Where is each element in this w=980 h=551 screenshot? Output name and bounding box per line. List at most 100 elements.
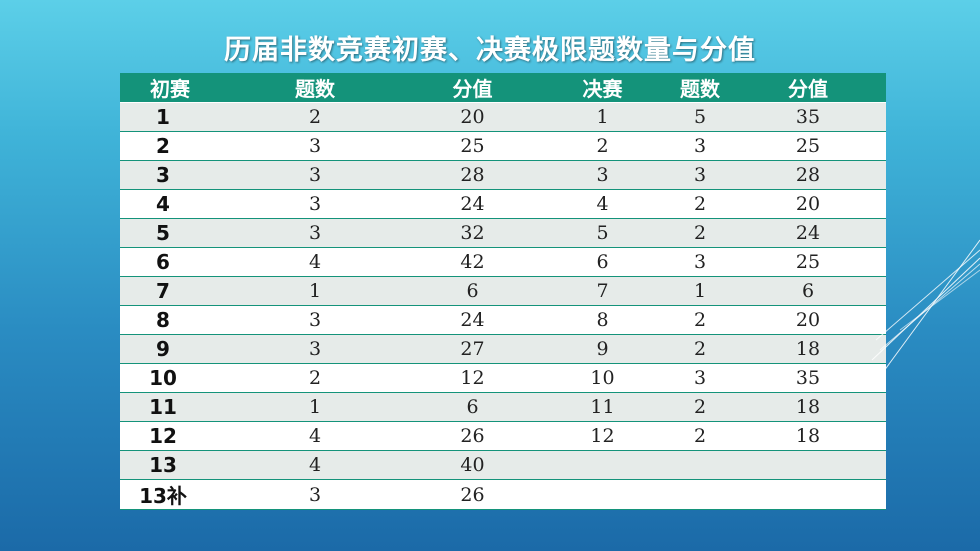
cell-prelim-score: 12 [410, 363, 535, 393]
cell-final-round: 6 [535, 247, 670, 277]
cell-final-score: 28 [730, 160, 886, 190]
cell-prelim-score: 24 [410, 305, 535, 335]
cell-final-score: 6 [730, 276, 886, 306]
cell-prelim-round: 3 [120, 160, 220, 190]
cell-prelim-score: 25 [410, 131, 535, 161]
cell-final-score: 24 [730, 218, 886, 248]
cell-final-count: 2 [670, 392, 730, 422]
cell-final-score: 35 [730, 363, 886, 393]
cell-final-count [670, 450, 730, 480]
cell-prelim-count: 1 [220, 276, 410, 306]
cell-final-round: 11 [535, 392, 670, 422]
cell-prelim-count: 1 [220, 392, 410, 422]
cell-prelim-round: 8 [120, 305, 220, 335]
cell-prelim-round: 10 [120, 363, 220, 393]
col-header-final-score: 分值 [730, 73, 886, 103]
cell-final-round: 4 [535, 189, 670, 219]
results-table: 初赛 题数 分值 决赛 题数 分值 1 2 20 1 5 35 2 3 25 2 3 25 3 3 28 3 3… [120, 73, 886, 510]
cell-prelim-score: 26 [410, 421, 535, 451]
col-header-preliminary: 初赛 [120, 73, 220, 103]
cell-prelim-count: 3 [220, 160, 410, 190]
cell-prelim-score: 6 [410, 392, 535, 422]
cell-prelim-count: 2 [220, 363, 410, 393]
cell-prelim-round: 11 [120, 392, 220, 422]
cell-prelim-count: 3 [220, 479, 410, 510]
cell-final-count: 1 [670, 276, 730, 306]
cell-prelim-score: 24 [410, 189, 535, 219]
cell-final-count: 3 [670, 160, 730, 190]
cell-final-score [730, 450, 886, 480]
cell-final-round: 2 [535, 131, 670, 161]
cell-prelim-count: 4 [220, 247, 410, 277]
cell-prelim-score: 6 [410, 276, 535, 306]
cell-prelim-count: 2 [220, 102, 410, 132]
cell-final-count: 3 [670, 363, 730, 393]
col-header-final-count: 题数 [670, 73, 730, 103]
cell-final-round: 3 [535, 160, 670, 190]
col-header-final: 决赛 [535, 73, 670, 103]
slide-title: 历届非数竞赛初赛、决赛极限题数量与分值 [224, 35, 756, 66]
cell-prelim-round: 2 [120, 131, 220, 161]
table-header-row: 初赛 题数 分值 决赛 题数 分值 [120, 73, 886, 103]
table-body: 1 2 20 1 5 35 2 3 25 2 3 25 3 3 28 3 3 28 4 3 24 4 2 20 5 3 32 5 2 24… [120, 102, 886, 510]
decorative-lines [870, 239, 980, 391]
cell-prelim-count: 3 [220, 305, 410, 335]
cell-final-score [730, 479, 886, 510]
cell-final-score: 18 [730, 392, 886, 422]
cell-final-round: 5 [535, 218, 670, 248]
cell-prelim-count: 4 [220, 421, 410, 451]
col-header-prelim-score: 分值 [410, 73, 535, 103]
cell-final-count: 2 [670, 305, 730, 335]
cell-prelim-round: 7 [120, 276, 220, 306]
cell-final-score: 18 [730, 334, 886, 364]
table-row: 12 4 26 12 2 18 [120, 421, 886, 451]
cell-final-round: 12 [535, 421, 670, 451]
cell-final-round: 1 [535, 102, 670, 132]
cell-prelim-count: 3 [220, 131, 410, 161]
cell-prelim-score: 40 [410, 450, 535, 480]
cell-prelim-round: 13补 [120, 479, 220, 510]
cell-prelim-round: 1 [120, 102, 220, 132]
table-row: 13补 3 26 [120, 479, 886, 510]
cell-final-count: 3 [670, 247, 730, 277]
cell-prelim-round: 5 [120, 218, 220, 248]
cell-prelim-score: 28 [410, 160, 535, 190]
cell-prelim-score: 32 [410, 218, 535, 248]
cell-prelim-count: 3 [220, 334, 410, 364]
cell-final-count: 2 [670, 421, 730, 451]
cell-final-score: 35 [730, 102, 886, 132]
table-row: 13 4 40 [120, 450, 886, 480]
table-row: 10 2 12 10 3 35 [120, 363, 886, 393]
table-row: 3 3 28 3 3 28 [120, 160, 886, 190]
table-row: 11 1 6 11 2 18 [120, 392, 886, 422]
cell-final-round: 8 [535, 305, 670, 335]
table-row: 8 3 24 8 2 20 [120, 305, 886, 335]
cell-final-score: 25 [730, 131, 886, 161]
cell-final-count [670, 479, 730, 510]
cell-final-score: 20 [730, 305, 886, 335]
cell-final-count: 2 [670, 189, 730, 219]
cell-prelim-score: 42 [410, 247, 535, 277]
table-row: 2 3 25 2 3 25 [120, 131, 886, 161]
cell-final-count: 3 [670, 131, 730, 161]
cell-final-round: 10 [535, 363, 670, 393]
table-row: 4 3 24 4 2 20 [120, 189, 886, 219]
cell-final-score: 25 [730, 247, 886, 277]
cell-prelim-score: 26 [410, 479, 535, 510]
cell-prelim-score: 27 [410, 334, 535, 364]
cell-prelim-count: 4 [220, 450, 410, 480]
cell-prelim-count: 3 [220, 218, 410, 248]
cell-final-score: 20 [730, 189, 886, 219]
table-row: 5 3 32 5 2 24 [120, 218, 886, 248]
cell-final-round [535, 450, 670, 480]
cell-prelim-round: 13 [120, 450, 220, 480]
cell-final-count: 2 [670, 218, 730, 248]
cell-final-count: 5 [670, 102, 730, 132]
cell-final-round [535, 479, 670, 510]
cell-prelim-round: 6 [120, 247, 220, 277]
table-row: 6 4 42 6 3 25 [120, 247, 886, 277]
cell-final-score: 18 [730, 421, 886, 451]
cell-final-count: 2 [670, 334, 730, 364]
col-header-prelim-count: 题数 [220, 73, 410, 103]
